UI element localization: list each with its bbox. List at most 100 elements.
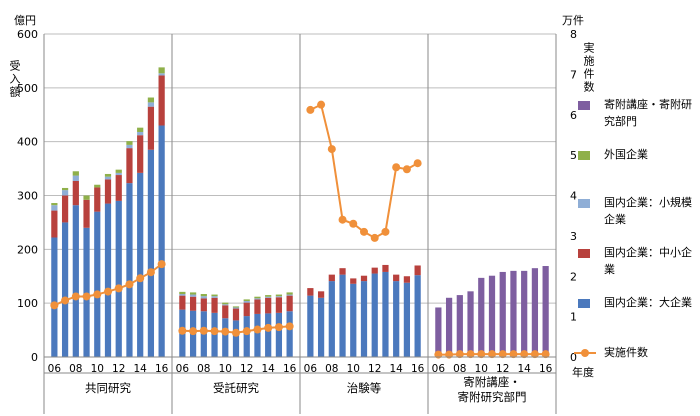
bar-0-2-小規模企業 [72,175,79,181]
legend-label-count: 実施件数 [604,346,648,359]
bar-2-9-中小企業 [403,276,411,283]
bar-0-9-小規模企業 [147,102,155,107]
bar-0-9-外国企業 [147,97,155,103]
bar-2-10-中小企業 [414,265,421,276]
group-label-2: 治験等 [347,381,382,395]
bar-0-9-大企業 [147,149,155,357]
count-point-3-8 [520,350,529,359]
bar-1-1-小規模企業 [189,294,197,297]
bar-0-0-小規模企業 [51,205,58,211]
bar-3-4-寄附講座・寄附研究部門 [478,277,485,357]
count-point-0-4 [93,290,102,299]
legend-label-endowed: 寄附講座・寄附研究部門 [604,98,692,128]
bar-2-3-中小企業 [339,268,346,275]
bar-2-4-中小企業 [350,278,357,284]
bar-0-10-外国企業 [158,67,165,74]
count-point-1-1 [189,327,198,336]
right-tick-label-6: 6 [570,109,577,122]
legend-swatch-foreign [578,151,590,160]
bar-1-5-外国企業 [232,306,240,308]
right-tick-label-0: 0 [570,351,577,364]
count-point-0-5 [104,287,112,296]
count-point-2-2 [327,145,336,154]
bar-1-5-大企業 [232,320,240,357]
count-point-2-3 [338,215,347,224]
count-point-1-4 [221,327,230,336]
count-point-3-9 [530,350,539,359]
bar-2-6-中小企業 [371,267,378,274]
bar-3-9-寄附講座・寄附研究部門 [531,268,539,357]
bar-3-2-寄附講座・寄附研究部門 [456,295,463,357]
bar-1-0-外国企業 [179,291,186,295]
bar-3-6-寄附講座・寄附研究部門 [499,271,506,357]
bar-0-9-中小企業 [147,106,155,150]
bar-0-3-外国企業 [83,195,90,200]
bar-2-1-大企業 [317,297,325,357]
legend-label-foreign: 外国企業 [604,148,648,161]
legend-label-small: 国内企業：小規模企業 [604,196,692,226]
bar-1-7-小規模企業 [254,298,261,300]
count-point-1-9 [274,323,283,332]
bar-0-6-外国企業 [115,169,122,173]
bar-0-10-中小企業 [158,75,165,126]
x-tick-label-1-0: 06 [176,363,190,375]
bar-0-7-中小企業 [126,148,133,184]
bar-1-9-中小企業 [275,297,283,313]
bar-0-8-小規模企業 [137,131,144,136]
bar-2-7-中小企業 [382,264,389,272]
bar-1-4-大企業 [222,318,229,357]
bar-2-5-中小企業 [360,275,368,282]
bar-1-0-小規模企業 [179,294,186,296]
bar-2-5-大企業 [360,281,368,357]
x-tick-label-2-8: 14 [389,363,403,375]
group-label-3: 寄附講座・ [463,375,521,389]
bar-1-2-中小企業 [200,298,207,312]
count-point-1-2 [199,326,208,335]
count-point-1-8 [264,323,273,332]
bar-0-3-中小企業 [83,199,90,228]
bar-1-3-外国企業 [211,294,218,297]
bar-1-7-外国企業 [254,296,261,299]
right-tick-label-1: 1 [570,311,577,324]
bar-2-4-大企業 [350,283,357,357]
x-tick-label-2-0: 06 [304,363,318,375]
legend-label-large: 国内企業：大企業 [604,296,692,309]
bar-0-5-大企業 [104,203,112,357]
count-point-3-4 [477,350,486,359]
bar-2-8-中小企業 [393,274,400,282]
right-tick-label-3: 3 [570,230,577,243]
bar-0-7-小規模企業 [126,144,133,149]
bar-0-10-小規模企業 [158,73,165,76]
count-point-0-0 [50,301,59,310]
x-tick-label-0-4: 10 [91,363,104,375]
count-point-2-8 [392,163,401,172]
left-axis-unit: 億円 [14,14,36,27]
group-label-1: 受託研究 [213,381,259,395]
legend-label-sme: 国内企業：中小企業 [604,246,692,276]
count-point-1-5 [232,328,240,337]
bar-3-5-寄附講座・寄附研究部門 [488,275,496,357]
count-point-2-6 [370,233,379,242]
bar-1-5-中小企業 [232,308,240,321]
bar-0-6-大企業 [115,200,122,357]
bar-1-6-中小企業 [243,302,250,317]
bar-1-8-小規模企業 [265,296,272,298]
bar-0-6-中小企業 [115,175,122,201]
count-line-2 [309,103,419,240]
bar-1-4-外国企業 [222,302,229,305]
bar-1-1-外国企業 [189,292,197,295]
bar-0-4-中小企業 [94,187,101,212]
bar-3-1-寄附講座・寄附研究部門 [445,297,453,357]
bar-3-10-寄附講座・寄附研究部門 [542,266,549,357]
bar-1-10-中小企業 [286,295,293,312]
bar-0-1-大企業 [61,222,69,357]
x-tick-label-3-8: 14 [517,363,531,375]
bar-1-4-小規模企業 [222,304,229,306]
x-tick-label-2-6: 12 [368,363,381,375]
bar-1-3-小規模企業 [211,296,218,298]
count-point-2-0 [306,105,315,114]
bar-0-1-中小企業 [61,195,69,223]
right-tick-label-8: 8 [570,28,577,41]
x-tick-label-1-10: 16 [283,363,297,375]
bar-2-8-大企業 [393,281,400,357]
